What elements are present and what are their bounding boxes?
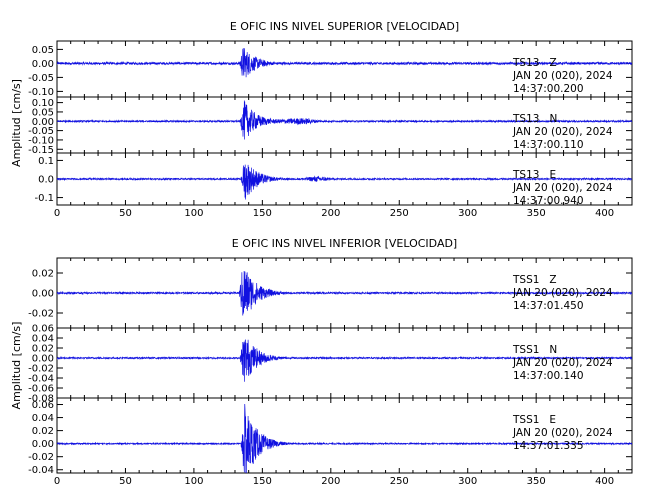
y-tick-label: 0.00 bbox=[32, 59, 54, 70]
station-label: TSS1 N bbox=[512, 344, 557, 356]
station-label: TSS1 E bbox=[512, 414, 556, 426]
y-tick-label: -0.15 bbox=[28, 145, 54, 156]
waveform-trace bbox=[57, 339, 632, 382]
y-tick-label: 0.0 bbox=[38, 175, 54, 186]
waveform-trace bbox=[57, 164, 632, 200]
y-tick-label: -0.02 bbox=[28, 364, 54, 375]
x-tick-label: 200 bbox=[321, 208, 340, 219]
waveform-trace bbox=[57, 403, 632, 473]
x-tick-label: 50 bbox=[119, 208, 132, 219]
x-tick-label: 150 bbox=[253, 208, 272, 219]
date-label: JAN 20 (020), 2024 bbox=[512, 427, 613, 439]
x-tick-label: 250 bbox=[390, 208, 409, 219]
chart-title: E OFIC INS NIVEL INFERIOR [VELOCIDAD] bbox=[232, 237, 457, 250]
x-tick-label: 350 bbox=[527, 208, 546, 219]
time-label: 14:37:01.335 bbox=[513, 440, 584, 452]
y-tick-label: -0.02 bbox=[28, 452, 54, 463]
y-tick-label: -0.06 bbox=[28, 384, 54, 395]
time-label: 14:37:01.450 bbox=[513, 300, 584, 312]
y-tick-label: -0.05 bbox=[28, 73, 54, 84]
y-axis-label: Amplitud [cm/s] bbox=[10, 322, 23, 410]
y-tick-label: 0.00 bbox=[32, 289, 54, 300]
x-tick-label: 250 bbox=[390, 476, 409, 487]
time-label: 14:37:00.140 bbox=[513, 370, 584, 382]
x-tick-label: 100 bbox=[184, 476, 203, 487]
x-tick-label: 0 bbox=[54, 476, 60, 487]
date-label: JAN 20 (020), 2024 bbox=[512, 287, 613, 299]
x-tick-label: 150 bbox=[253, 476, 272, 487]
y-tick-label: 0.1 bbox=[38, 156, 54, 167]
y-tick-label: 0.06 bbox=[32, 400, 54, 411]
y-tick-label: -0.08 bbox=[28, 394, 54, 405]
y-tick-label: 0.02 bbox=[32, 344, 54, 355]
station-label: TS13 Z bbox=[512, 57, 557, 69]
y-tick-label: -0.10 bbox=[28, 87, 54, 98]
date-label: JAN 20 (020), 2024 bbox=[512, 70, 613, 82]
y-tick-label: 0.05 bbox=[32, 107, 54, 118]
station-label: TS13 N bbox=[512, 113, 557, 125]
date-label: JAN 20 (020), 2024 bbox=[512, 126, 613, 138]
x-tick-label: 400 bbox=[595, 208, 614, 219]
date-label: JAN 20 (020), 2024 bbox=[512, 182, 613, 194]
y-axis-label: Amplitud [cm/s] bbox=[10, 79, 23, 167]
panel-n: 0.060.040.020.00-0.02-0.04-0.06-0.08 TSS1… bbox=[28, 324, 633, 405]
chart-1: E OFIC INS NIVEL SUPERIOR [VELOCIDAD] 0.0… bbox=[10, 20, 633, 219]
waveform-trace bbox=[57, 48, 632, 78]
y-tick-label: 0.00 bbox=[32, 354, 54, 365]
x-tick-label: 300 bbox=[458, 476, 477, 487]
x-tick-label: 50 bbox=[119, 476, 132, 487]
time-label: 14:37:00.940 bbox=[513, 195, 584, 207]
y-tick-label: -0.04 bbox=[28, 374, 54, 385]
y-tick-label: -0.02 bbox=[28, 309, 54, 320]
y-tick-label: 0.10 bbox=[32, 98, 54, 109]
chart-title: E OFIC INS NIVEL SUPERIOR [VELOCIDAD] bbox=[230, 20, 459, 33]
waveform-trace bbox=[57, 270, 632, 316]
time-label: 14:37:00.200 bbox=[513, 83, 584, 95]
x-tick-label: 0 bbox=[54, 208, 60, 219]
x-tick-label: 350 bbox=[527, 476, 546, 487]
y-tick-label: -0.10 bbox=[28, 135, 54, 146]
date-label: JAN 20 (020), 2024 bbox=[512, 357, 613, 369]
x-tick-label: 300 bbox=[458, 208, 477, 219]
y-tick-label: 0.00 bbox=[32, 117, 54, 128]
chart-2: E OFIC INS NIVEL INFERIOR [VELOCIDAD] 0.0… bbox=[10, 237, 633, 487]
y-tick-label: 0.06 bbox=[32, 324, 54, 335]
station-label: TS13 E bbox=[512, 169, 556, 181]
x-tick-label: 200 bbox=[321, 476, 340, 487]
y-tick-label: 0.05 bbox=[32, 45, 54, 56]
y-tick-label: 0.04 bbox=[32, 413, 54, 424]
y-tick-label: -0.1 bbox=[34, 193, 54, 204]
x-tick-label: 100 bbox=[184, 208, 203, 219]
station-label: TSS1 Z bbox=[512, 274, 557, 286]
y-tick-label: -0.04 bbox=[28, 465, 54, 476]
time-label: 14:37:00.110 bbox=[513, 139, 584, 151]
y-tick-label: 0.02 bbox=[32, 426, 54, 437]
y-tick-label: -0.05 bbox=[28, 126, 54, 137]
y-tick-label: 0.04 bbox=[32, 334, 54, 345]
x-tick-label: 400 bbox=[595, 476, 614, 487]
waveform-trace bbox=[57, 100, 632, 140]
y-tick-label: 0.00 bbox=[32, 439, 54, 450]
y-tick-label: 0.02 bbox=[32, 269, 54, 280]
